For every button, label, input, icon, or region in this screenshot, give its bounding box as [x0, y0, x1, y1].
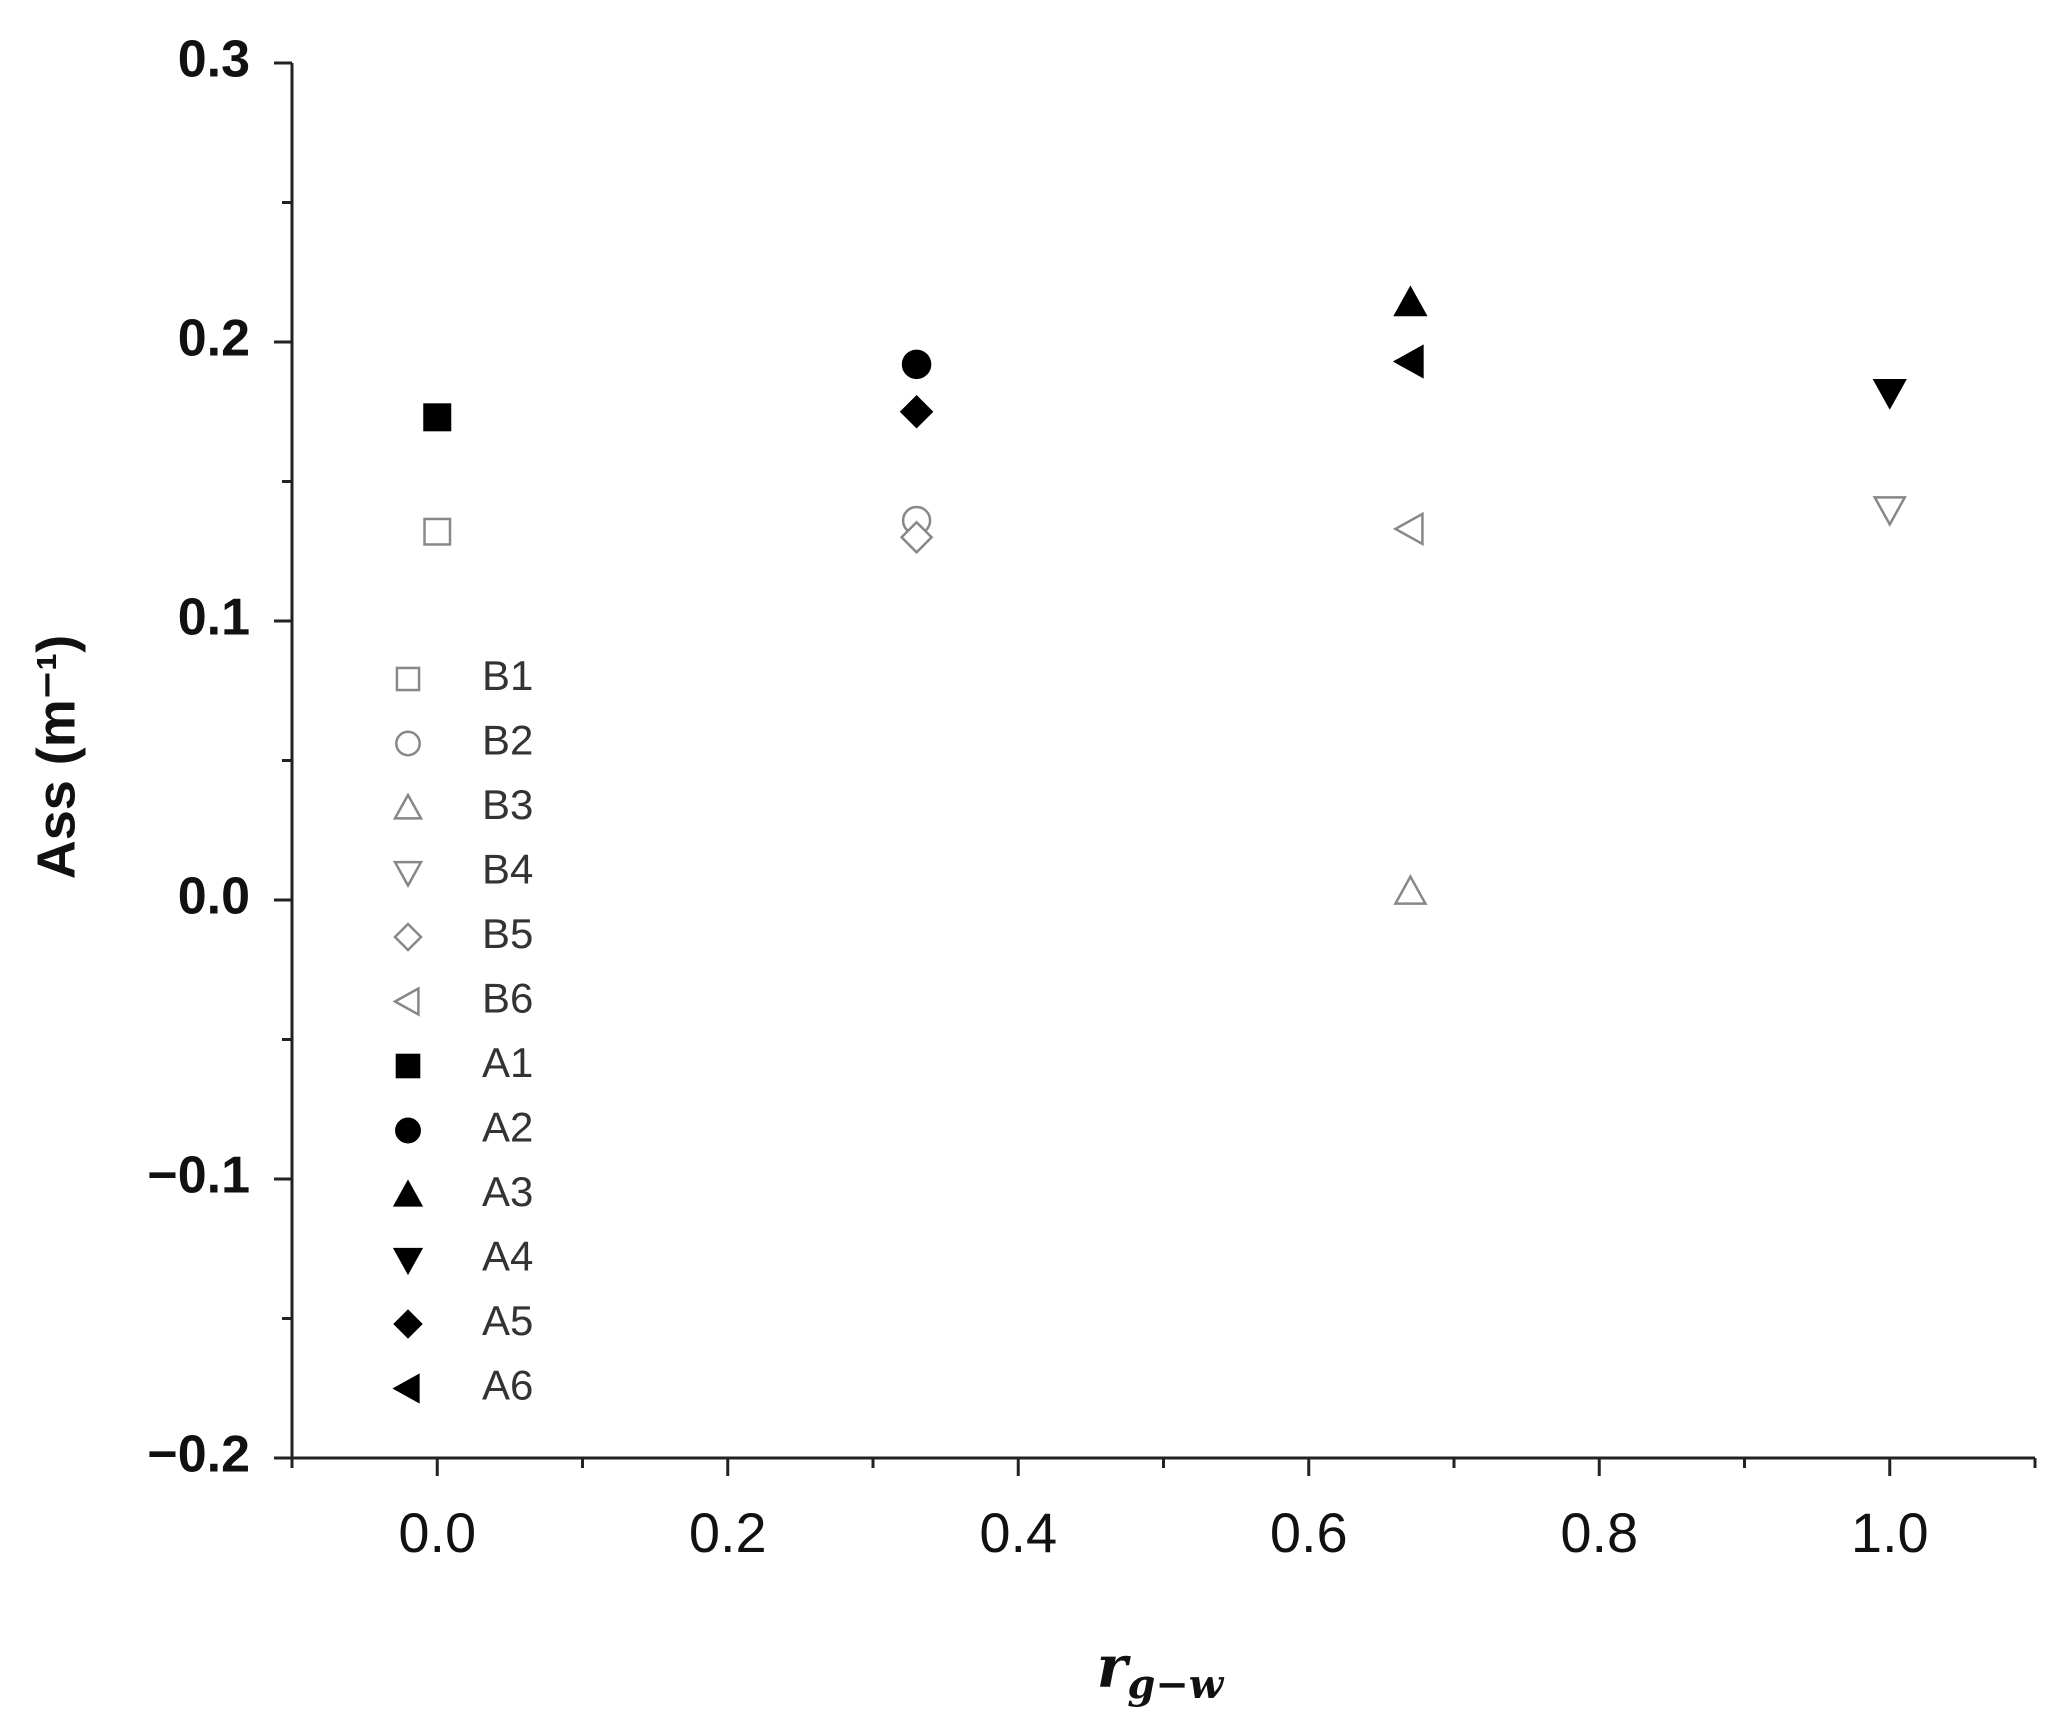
legend-label: A2: [482, 1104, 533, 1151]
x-axis-label-sub: g−w: [1127, 1661, 1224, 1708]
y-tick-label: −0.2: [147, 1426, 250, 1484]
y-tick-label: 0.0: [178, 868, 250, 926]
legend-label: B2: [482, 717, 533, 764]
legend-label: B3: [482, 781, 533, 828]
legend-label: B5: [482, 910, 533, 957]
legend-marker: [392, 860, 424, 889]
legend-label: A3: [482, 1168, 533, 1215]
x-axis-label: rg−w: [1097, 1633, 1225, 1708]
data-point: [423, 403, 452, 432]
legend-label: B4: [482, 846, 533, 893]
legend-label: B6: [482, 975, 533, 1022]
legend-marker: [395, 666, 421, 692]
data-point: [901, 349, 932, 380]
legend-label: A6: [482, 1362, 533, 1409]
data-point: [423, 517, 452, 546]
data-point: [1392, 511, 1424, 547]
data-point: [1872, 378, 1907, 410]
y-axis-label: Ass (m⁻¹): [26, 635, 86, 880]
legend-marker: [395, 1053, 421, 1079]
data-point: [899, 394, 934, 429]
legend-marker: [392, 986, 420, 1017]
data-point: [899, 520, 934, 555]
legend-marker: [392, 1373, 420, 1404]
data-point: [1392, 344, 1424, 379]
legend-label: A4: [482, 1233, 533, 1280]
x-tick-label: 0.0: [398, 1501, 476, 1564]
data-point: [1393, 874, 1428, 905]
legend-label: A1: [482, 1039, 533, 1086]
x-tick-label: 1.0: [1851, 1501, 1929, 1564]
legend-label: A5: [482, 1297, 533, 1344]
legend-marker: [392, 1179, 424, 1207]
x-tick-label: 0.8: [1560, 1501, 1638, 1564]
x-tick-label: 0.4: [979, 1501, 1057, 1564]
legend-label: B1: [482, 652, 533, 699]
x-tick-label: 0.2: [689, 1501, 767, 1564]
y-tick-label: −0.1: [147, 1147, 250, 1205]
legend-marker: [395, 1117, 421, 1144]
data-point: [1872, 496, 1907, 527]
legend-marker: [393, 922, 423, 952]
x-axis-label-main: r: [1097, 1633, 1132, 1701]
y-tick-label: 0.3: [178, 31, 250, 89]
y-tick-label: 0.1: [178, 589, 250, 647]
data-point: [1393, 285, 1428, 317]
legend-marker: [392, 792, 424, 820]
x-tick-label: 0.6: [1270, 1501, 1348, 1564]
legend-marker: [392, 1247, 424, 1276]
y-tick-label: 0.2: [178, 310, 250, 368]
legend-marker: [395, 730, 421, 757]
legend-marker: [393, 1309, 423, 1339]
